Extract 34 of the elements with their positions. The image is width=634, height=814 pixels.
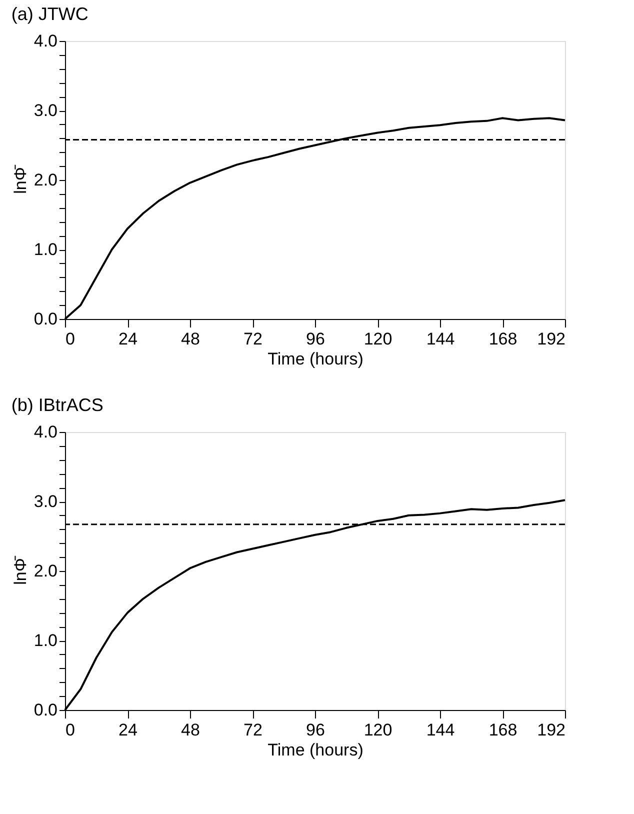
y-axis-title: lnΦ̄ bbox=[10, 164, 30, 194]
y-tick-label: 4.0 bbox=[34, 422, 58, 442]
y-tick-label: 4.0 bbox=[34, 32, 58, 50]
x-tick-label: 48 bbox=[181, 720, 200, 740]
y-tick-label: 3.0 bbox=[34, 101, 58, 120]
y-tick-label: 0.0 bbox=[34, 310, 58, 328]
y-tick-label: 1.0 bbox=[34, 631, 58, 650]
x-tick-label: 72 bbox=[244, 720, 262, 740]
x-axis-title: Time (hours) bbox=[268, 350, 364, 368]
y-axis-title: lnΦ̄ bbox=[10, 555, 30, 585]
x-tick-label: 192 bbox=[537, 720, 566, 740]
x-tick-label: 120 bbox=[364, 720, 392, 740]
chart-title: (a) JTWC bbox=[11, 4, 88, 24]
x-tick-label: 168 bbox=[488, 720, 518, 740]
chart-title: (b) IBtrACS bbox=[11, 395, 104, 415]
x-tick-label: 192 bbox=[537, 330, 566, 348]
x-tick-label: 96 bbox=[306, 330, 325, 348]
x-tick-label: 168 bbox=[488, 330, 518, 348]
y-tick-label: 2.0 bbox=[34, 170, 58, 190]
x-tick-label: 120 bbox=[364, 330, 392, 348]
x-axis-title: Time (hours) bbox=[268, 740, 364, 760]
x-tick-label: 48 bbox=[181, 330, 200, 348]
x-tick-label: 96 bbox=[306, 720, 325, 740]
x-tick-label: 144 bbox=[426, 720, 455, 740]
y-tick-label: 0.0 bbox=[34, 700, 58, 720]
x-tick-label: 144 bbox=[426, 330, 455, 348]
x-tick-label: 0 bbox=[66, 330, 75, 348]
x-tick-label: 24 bbox=[118, 720, 138, 740]
x-tick-label: 24 bbox=[118, 330, 138, 348]
y-tick-label: 2.0 bbox=[34, 562, 58, 580]
x-tick-label: 0 bbox=[66, 720, 75, 740]
y-tick-label: 1.0 bbox=[34, 240, 58, 259]
x-tick-label: 72 bbox=[244, 330, 262, 348]
y-tick-label: 3.0 bbox=[34, 492, 58, 511]
